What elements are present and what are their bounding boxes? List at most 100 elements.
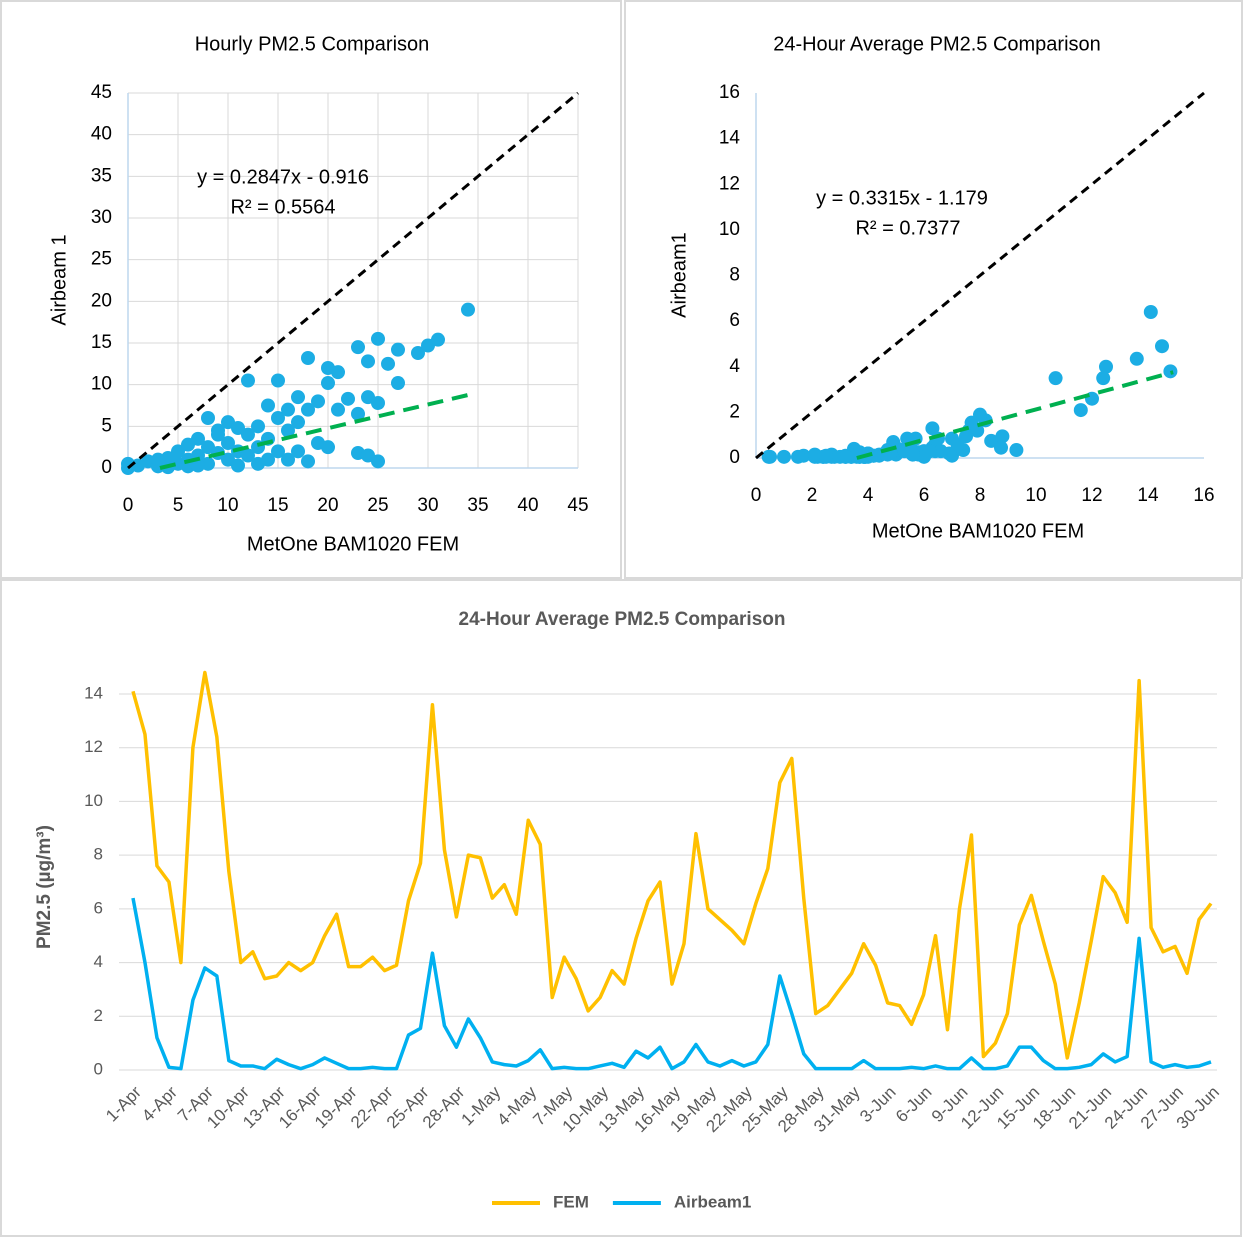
x-tick-label: 40 — [517, 495, 538, 516]
point — [241, 373, 255, 388]
reference-line — [755, 91, 1205, 460]
y-tick-label: 4 — [94, 952, 103, 971]
y-tick-label: 10 — [84, 791, 103, 810]
point — [925, 421, 940, 436]
point — [271, 444, 285, 459]
y-tick-label: 10 — [719, 219, 740, 240]
point — [191, 431, 205, 446]
x-tick-label: 10 — [217, 495, 238, 516]
y-tick-label: 4 — [729, 356, 740, 377]
legend-label: Airbeam1 — [674, 1192, 751, 1211]
x-tick-label: 12 — [1081, 485, 1102, 506]
y-tick-label: 6 — [729, 310, 740, 331]
x-tick-label: 0 — [123, 495, 134, 516]
point — [271, 411, 285, 425]
point — [1143, 305, 1158, 319]
x-tick-label: 25 — [367, 495, 388, 516]
y-tick-label: 35 — [91, 165, 112, 186]
point — [761, 449, 776, 464]
reference-line — [856, 370, 1174, 460]
point — [371, 331, 385, 346]
annotation: R² = 0.7377 — [855, 217, 960, 239]
y-tick-label: 25 — [91, 249, 112, 270]
point — [1129, 351, 1144, 366]
point — [995, 429, 1010, 444]
x-tick-label: 4-May — [493, 1082, 540, 1129]
x-tick-label: 45 — [567, 495, 588, 516]
point — [807, 447, 822, 462]
y-tick-label: 0 — [729, 447, 740, 468]
point — [791, 449, 805, 464]
point — [819, 448, 833, 463]
point — [431, 332, 445, 347]
point — [849, 448, 864, 463]
point — [271, 373, 285, 388]
y-tick-label: 40 — [91, 124, 112, 145]
point — [973, 407, 987, 422]
panel-border — [624, 0, 1243, 579]
annotation: y = 0.3315x - 1.179 — [816, 187, 988, 209]
point — [933, 444, 948, 459]
point — [351, 406, 365, 421]
y-axis-title: PM2.5 (µg/m³) — [34, 825, 55, 949]
point — [321, 440, 335, 455]
point — [391, 376, 405, 390]
x-tick-label: 1-May — [457, 1082, 504, 1129]
x-axis-title: MetOne BAM1020 FEM — [872, 520, 1084, 542]
y-tick-label: 0 — [94, 1059, 103, 1078]
x-tick-label: 6 — [919, 485, 930, 506]
x-tick-label: 10 — [1025, 485, 1046, 506]
point — [1009, 443, 1024, 458]
point — [241, 448, 255, 463]
y-tick-label: 16 — [719, 82, 740, 103]
y-tick-label: 8 — [729, 265, 740, 286]
y-tick-label: 0 — [101, 457, 112, 478]
point — [341, 391, 355, 406]
point — [391, 342, 405, 357]
point — [281, 423, 295, 438]
annotation: R² = 0.5564 — [230, 196, 335, 218]
x-tick-label: 1-Apr — [102, 1082, 145, 1125]
x-tick-label: 8 — [975, 485, 986, 506]
x-tick-label: 5 — [173, 495, 184, 516]
point — [201, 411, 215, 425]
reference-line — [127, 91, 579, 470]
x-tick-label: 4 — [863, 485, 874, 506]
point — [411, 346, 425, 360]
point — [231, 421, 245, 435]
y-tick-label: 8 — [94, 845, 103, 864]
y-axis-title: Airbeam1 — [668, 232, 690, 318]
point — [461, 302, 475, 317]
point — [301, 454, 315, 469]
point — [970, 423, 985, 438]
legend-label: FEM — [553, 1192, 589, 1211]
point — [261, 398, 275, 413]
point — [1155, 339, 1169, 354]
series-line — [131, 897, 1212, 1071]
point — [291, 415, 305, 430]
point — [321, 376, 335, 390]
y-tick-label: 12 — [719, 173, 740, 194]
y-tick-label: 30 — [91, 207, 112, 228]
series-line — [131, 670, 1213, 1060]
x-tick-label: 4-Apr — [138, 1082, 181, 1125]
point — [371, 454, 385, 469]
point — [371, 396, 385, 410]
y-tick-label: 14 — [84, 683, 103, 702]
point — [1048, 371, 1063, 386]
point — [291, 444, 305, 459]
x-tick-label: 0 — [751, 485, 762, 506]
y-tick-label: 15 — [91, 332, 112, 353]
annotation: y = 0.2847x - 0.916 — [197, 166, 369, 188]
y-tick-label: 14 — [719, 128, 741, 149]
point — [777, 449, 791, 464]
x-axis-title: MetOne BAM1020 FEM — [247, 533, 459, 555]
point — [301, 351, 315, 365]
point — [361, 354, 375, 369]
x-tick-label: 28-Apr — [419, 1082, 469, 1132]
point — [331, 365, 345, 380]
point — [994, 440, 1008, 455]
y-tick-label: 12 — [84, 737, 103, 756]
